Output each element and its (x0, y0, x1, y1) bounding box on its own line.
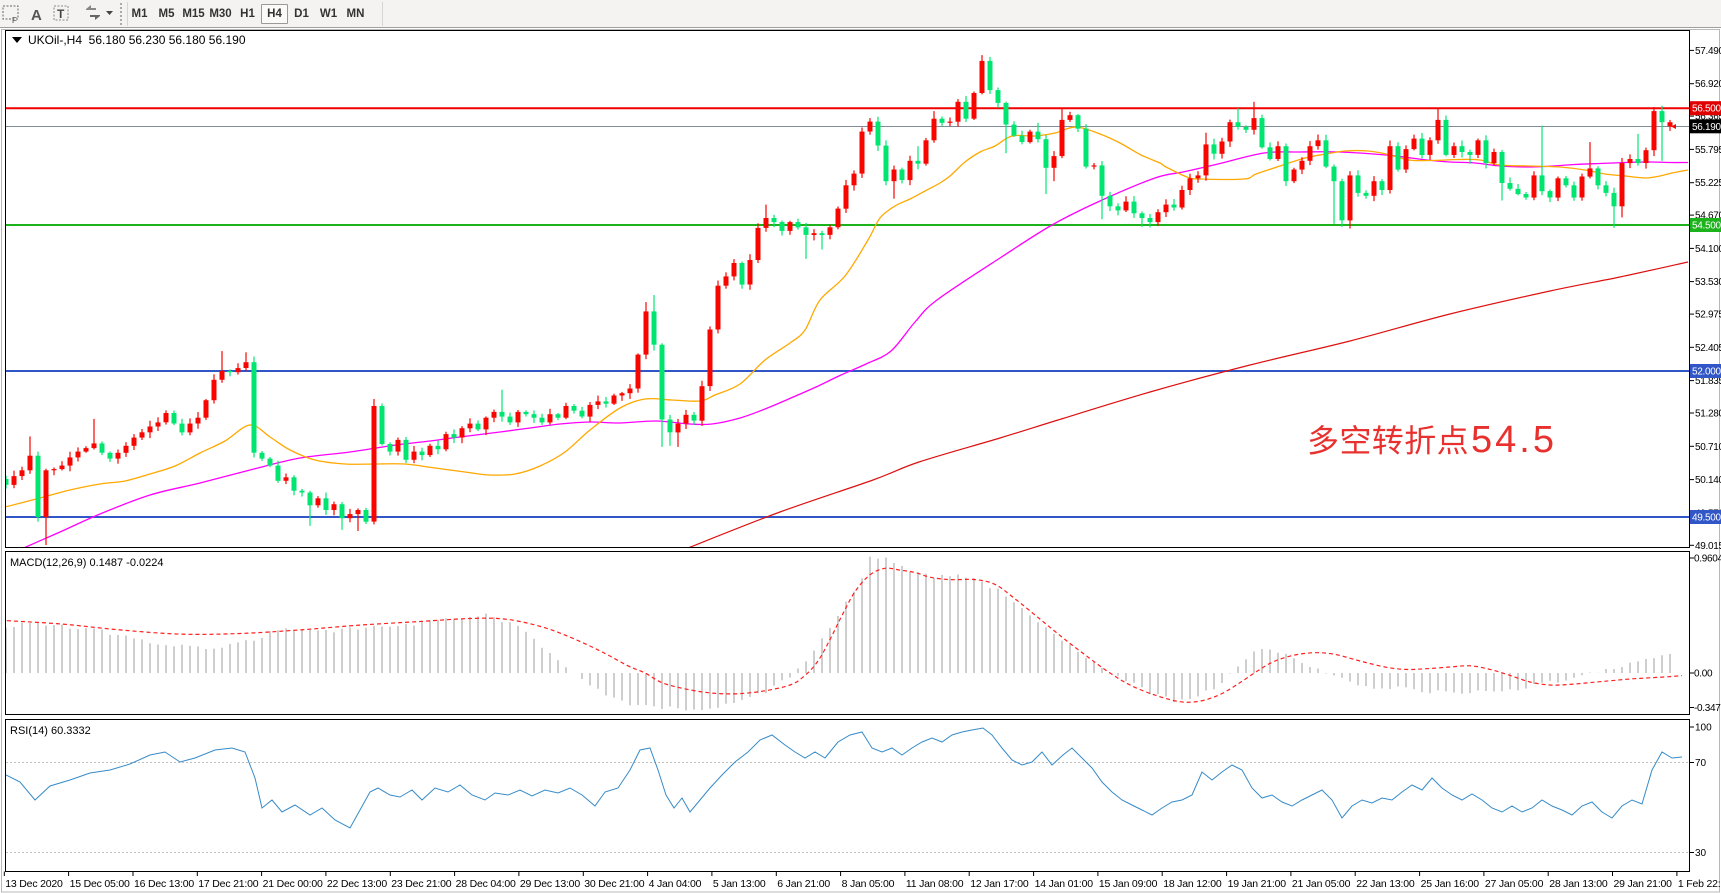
svg-text:56.500: 56.500 (1692, 104, 1721, 115)
svg-text:0.9604: 0.9604 (1694, 554, 1721, 565)
svg-text:57.490: 57.490 (1695, 46, 1721, 57)
svg-text:25 Jan 16:00: 25 Jan 16:00 (1421, 878, 1480, 890)
svg-text:54.670: 54.670 (1695, 211, 1721, 222)
svg-text:52.000: 52.000 (1692, 367, 1721, 378)
svg-text:54.5: 54.5 (1471, 419, 1557, 461)
svg-text:28 Dec 04:00: 28 Dec 04:00 (456, 878, 516, 890)
svg-text:23 Dec 21:00: 23 Dec 21:00 (391, 878, 451, 890)
svg-text:56.190: 56.190 (1692, 122, 1721, 133)
svg-text:55.795: 55.795 (1695, 145, 1721, 156)
svg-text:22 Jan 13:00: 22 Jan 13:00 (1356, 878, 1415, 890)
svg-text:F: F (12, 16, 17, 25)
svg-text:19 Jan 21:00: 19 Jan 21:00 (1228, 878, 1287, 890)
svg-text:-0.347: -0.347 (1694, 703, 1721, 714)
svg-text:100: 100 (1695, 723, 1712, 734)
svg-text:56.920: 56.920 (1695, 79, 1721, 90)
svg-text:30 Dec 21:00: 30 Dec 21:00 (584, 878, 644, 890)
svg-text:55.225: 55.225 (1695, 178, 1721, 189)
svg-text:49.500: 49.500 (1692, 513, 1721, 524)
svg-text:1 Feb 22:15: 1 Feb 22:15 (1678, 878, 1721, 890)
svg-text:52.405: 52.405 (1695, 343, 1721, 354)
svg-text:11 Jan 08:00: 11 Jan 08:00 (906, 878, 964, 890)
svg-text:50.710: 50.710 (1695, 442, 1721, 453)
svg-text:52.975: 52.975 (1695, 310, 1721, 321)
svg-text:29 Dec 13:00: 29 Dec 13:00 (520, 878, 580, 890)
svg-text:5 Jan 13:00: 5 Jan 13:00 (713, 878, 766, 890)
svg-text:51.835: 51.835 (1695, 376, 1721, 387)
svg-text:6 Jan 21:00: 6 Jan 21:00 (777, 878, 830, 890)
svg-text:22 Dec 13:00: 22 Dec 13:00 (327, 878, 387, 890)
svg-text:UKOil-,H4 56.180 56.230 56.18: UKOil-,H4 56.180 56.230 56.180 56.190 (28, 33, 246, 47)
svg-text:15 Jan 09:00: 15 Jan 09:00 (1099, 878, 1158, 890)
svg-text:53.530: 53.530 (1695, 277, 1721, 288)
svg-text:51.280: 51.280 (1695, 409, 1721, 420)
svg-text:4 Jan 04:00: 4 Jan 04:00 (649, 878, 702, 890)
svg-text:54.500: 54.500 (1692, 221, 1721, 232)
svg-text:30: 30 (1695, 848, 1707, 859)
svg-text:17 Dec 21:00: 17 Dec 21:00 (198, 878, 258, 890)
svg-text:29 Jan 21:00: 29 Jan 21:00 (1614, 878, 1673, 890)
svg-text:14 Jan 01:00: 14 Jan 01:00 (1035, 878, 1094, 890)
svg-text:54.100: 54.100 (1695, 244, 1721, 255)
svg-text:21 Jan 05:00: 21 Jan 05:00 (1292, 878, 1351, 890)
svg-text:0.00: 0.00 (1694, 669, 1713, 680)
svg-text:13 Dec 2020: 13 Dec 2020 (5, 878, 63, 890)
svg-text:A: A (31, 7, 42, 24)
svg-text:12 Jan 17:00: 12 Jan 17:00 (970, 878, 1029, 890)
svg-text:27 Jan 05:00: 27 Jan 05:00 (1485, 878, 1544, 890)
svg-text:MACD(12,26,9) 0.1487 -0.0224: MACD(12,26,9) 0.1487 -0.0224 (10, 557, 163, 569)
svg-text:16 Dec 13:00: 16 Dec 13:00 (134, 878, 194, 890)
svg-text:21 Dec 00:00: 21 Dec 00:00 (263, 878, 323, 890)
svg-text:RSI(14) 60.3332: RSI(14) 60.3332 (10, 725, 91, 737)
svg-text:28 Jan 13:00: 28 Jan 13:00 (1549, 878, 1608, 890)
svg-text:T: T (57, 7, 65, 21)
svg-text:56.365: 56.365 (1695, 112, 1721, 123)
svg-text:49.015: 49.015 (1695, 541, 1721, 552)
svg-text:18 Jan 12:00: 18 Jan 12:00 (1163, 878, 1222, 890)
svg-text:8 Jan 05:00: 8 Jan 05:00 (842, 878, 895, 890)
svg-text:50.140: 50.140 (1695, 475, 1721, 486)
svg-text:70: 70 (1695, 758, 1707, 769)
svg-text:15 Dec 05:00: 15 Dec 05:00 (70, 878, 130, 890)
